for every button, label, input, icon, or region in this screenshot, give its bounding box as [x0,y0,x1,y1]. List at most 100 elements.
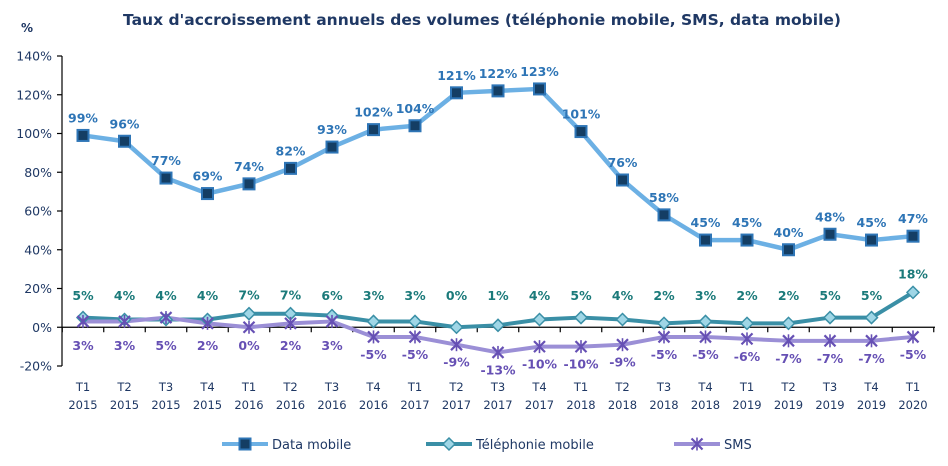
marker-tel [573,310,589,325]
x-tick-label: T1 2016 [234,380,263,412]
marker-data [865,233,878,247]
x-tick-label: T4 2018 [691,380,720,412]
x-tick-quarter: T3 [324,380,339,394]
marker-tel [739,316,755,331]
data-label-data: 77% [151,153,181,168]
x-tick-label: T4 2019 [857,380,886,412]
x-tick-label: T2 2016 [276,380,305,412]
x-tick-label: T1 2015 [68,380,97,412]
data-label-sms: 3% [72,338,94,353]
marker-sms [159,311,173,325]
marker-data [782,243,795,257]
data-label-sms: -5% [900,347,927,362]
data-label-data: 47% [898,211,928,226]
x-tick-quarter: T1 [573,380,588,394]
data-label-data: 102% [354,105,393,120]
data-label-data: 101% [562,107,601,122]
legend-item-data: Data mobile [222,437,351,453]
x-tick-label: T3 2018 [649,380,678,412]
data-label-sms: -7% [858,351,885,366]
marker-sms [325,314,339,328]
data-label-tel: 4% [155,288,177,303]
y-tick-label: 20% [24,281,52,296]
marker-sms [699,330,712,344]
x-tick-quarter: T2 [780,380,795,394]
data-label-data: 45% [857,215,887,230]
x-tick-year: 2018 [566,398,595,412]
y-tick-label: -20% [20,359,52,374]
marker-tel [366,314,381,329]
x-tick-year: 2016 [359,398,388,412]
marker-tel [615,312,630,327]
x-tick-label: T2 2015 [110,380,139,412]
x-tick-quarter: T4 [863,380,878,394]
data-label-sms: -5% [651,347,678,362]
data-label-tel: 5% [819,288,841,303]
marker-data [76,128,90,142]
marker-tel [241,306,257,321]
data-label-sms: -10% [522,357,558,372]
x-tick-quarter: T4 [365,380,380,394]
data-labels: 99% 96% 77% 69% 74% 82% 93% 102% 104% 121% 122% 123… [68,64,928,378]
x-tick-year: 2017 [483,398,512,412]
marker-sms [450,338,463,352]
x-tick-quarter: T4 [531,380,546,394]
data-label-sms: 0% [238,338,260,353]
x-tick-quarter: T1 [407,380,422,394]
x-tick-label: T4 2016 [359,380,388,412]
marker-sms [657,330,671,344]
marker-tel [532,312,547,327]
x-tick-year: 2018 [649,398,678,412]
data-label-sms: 2% [280,338,302,353]
marker-sms [118,314,131,328]
marker-sms [616,338,629,352]
data-label-tel: 4% [529,288,551,303]
marker-data [325,140,339,154]
data-label-tel: 2% [653,288,675,303]
marker-sms [740,332,754,346]
x-tick-year: 2019 [815,398,844,412]
x-tick-label: T4 2015 [193,380,222,412]
data-label-tel: 18% [898,266,928,281]
x-tick-label: T3 2015 [151,380,180,412]
y-tick-label: 60% [24,204,52,219]
x-tick-year: 2017 [442,398,471,412]
data-label-sms: -5% [402,347,429,362]
x-tick-year: 2015 [151,398,180,412]
legend-label-sms: SMS [724,438,752,453]
marker-sms [242,320,256,334]
marker-data [906,229,920,243]
x-tick-year: 2016 [317,398,346,412]
marker-tel [864,310,879,325]
x-tick-label: T1 2017 [400,380,429,412]
x-tick-label: T1 2020 [898,380,927,412]
x-tick-quarter: T1 [739,380,754,394]
legend-item-sms: SMS [674,437,752,453]
x-tick-quarter: T2 [614,380,629,394]
marker-sms [76,314,90,328]
x-tick-year: 2015 [68,398,97,412]
data-label-sms: -13% [480,362,516,377]
data-label-data: 123% [520,64,559,79]
data-label-data: 58% [649,190,679,205]
data-label-data: 96% [110,116,140,131]
marker-sms [367,330,380,344]
data-label-data: 99% [68,110,98,125]
marker-data [159,171,173,185]
y-axis-unit: % [21,21,33,35]
legend-label-data: Data mobile [272,438,351,453]
x-tick-year: 2015 [193,398,222,412]
data-label-data: 93% [317,122,347,137]
data-label-tel: 3% [695,288,717,303]
data-label-tel: 4% [197,288,219,303]
marker-tel [822,310,838,325]
data-label-data: 45% [691,215,721,230]
data-label-sms: -9% [443,355,470,370]
x-tick-quarter: T2 [282,380,297,394]
x-tick-year: 2017 [400,398,429,412]
x-tick-year: 2018 [691,398,720,412]
x-tick-label: T2 2019 [774,380,803,412]
legend-marker-tel [441,436,457,452]
data-label-tel: 4% [114,288,136,303]
